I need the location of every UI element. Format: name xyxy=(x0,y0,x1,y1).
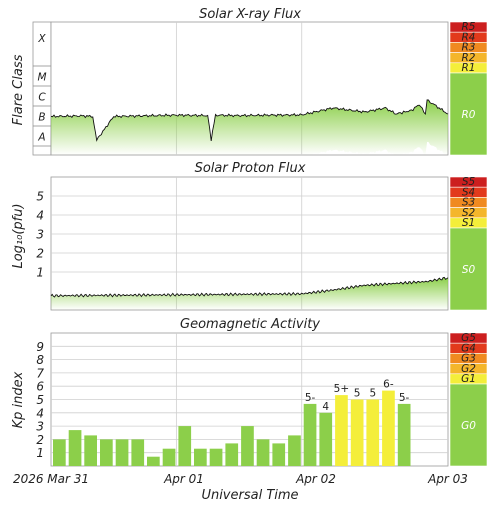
kp-ytick-6: 6 xyxy=(36,380,44,394)
kp-bar-label: 5+ xyxy=(334,383,349,395)
flare-class-a: A xyxy=(37,131,45,143)
kp-bar xyxy=(131,439,145,466)
proton-ytick-1: 1 xyxy=(36,266,44,280)
xray-ylabel: Flare Class xyxy=(11,54,26,125)
geomag-scale-g0 xyxy=(449,383,488,467)
kp-ytick-1: 1 xyxy=(36,446,44,460)
xray-scale-label-r3: R3 xyxy=(462,42,476,54)
flare-class-b: B xyxy=(38,111,45,123)
kp-bar xyxy=(162,448,176,466)
xray-flux-fill xyxy=(51,99,448,155)
kp-ytick-5: 5 xyxy=(36,393,44,407)
proton-ytick-3: 3 xyxy=(36,228,44,242)
kp-bar xyxy=(115,439,129,466)
geomag-ylabel: Kp index xyxy=(11,371,26,428)
xray-scale-label-r4: R4 xyxy=(462,31,476,43)
kp-bar-label: 5 xyxy=(354,388,361,400)
xray-scale-label-r2: R2 xyxy=(462,52,476,64)
geomag-scale-label-g5: G5 xyxy=(461,332,476,344)
kp-bar xyxy=(241,426,254,466)
kp-bar xyxy=(319,412,333,466)
kp-bar-label: 6- xyxy=(383,379,394,391)
x-axis-label: Universal Time xyxy=(201,488,298,503)
x-tick-apr02: Apr 02 xyxy=(295,472,336,486)
kp-bar xyxy=(256,439,270,466)
geomag-scale-label-g2: G2 xyxy=(461,363,476,375)
kp-bar-label: 5 xyxy=(369,388,376,400)
kp-ytick-4: 4 xyxy=(36,406,44,420)
kp-bar-label: 5- xyxy=(399,392,410,404)
kp-bar xyxy=(382,390,395,466)
x-tick-apr03: Apr 03 xyxy=(427,472,468,486)
kp-bar xyxy=(335,395,348,466)
kp-ytick-8: 8 xyxy=(36,353,44,367)
x-tick-mar31: 2026 Mar 31 xyxy=(13,472,89,486)
kp-ytick-3: 3 xyxy=(36,420,44,434)
flare-class-c: C xyxy=(38,91,46,103)
xray-scale-label-r0: R0 xyxy=(462,109,476,121)
proton-ytick-4: 4 xyxy=(36,209,44,223)
geomag-panel: Geomagnetic Activity Kp index 987654321 … xyxy=(11,317,488,467)
kp-bar xyxy=(397,403,411,466)
geomag-scale-label-g1: G1 xyxy=(461,373,476,385)
kp-bar xyxy=(303,403,317,466)
xray-scale-label-r1: R1 xyxy=(462,62,476,74)
kp-bar xyxy=(366,399,380,466)
proton-flux-fill xyxy=(51,277,448,310)
geomag-scale-label-g4: G4 xyxy=(461,342,476,354)
flare-class-x: X xyxy=(37,33,46,45)
xray-scale-label-r5: R5 xyxy=(462,21,476,33)
kp-bar xyxy=(68,430,82,466)
xray-scale-r0 xyxy=(449,72,488,156)
kp-bar xyxy=(194,448,207,466)
proton-scale-label-s3: S3 xyxy=(462,197,475,209)
kp-bar xyxy=(225,443,239,466)
geomag-scale-label-g0: G0 xyxy=(461,420,476,432)
geomag-title: Geomagnetic Activity xyxy=(180,317,320,332)
proton-scale-label-s1: S1 xyxy=(462,217,475,229)
kp-bar-label: 4 xyxy=(322,401,329,413)
xray-flux-trace xyxy=(50,99,449,142)
proton-scale-label-s0: S0 xyxy=(462,264,476,276)
proton-ytick-5: 5 xyxy=(36,190,44,204)
kp-bar xyxy=(100,439,113,466)
proton-flux-trace xyxy=(50,276,449,298)
kp-bar xyxy=(178,426,192,466)
kp-bar xyxy=(147,456,160,466)
proton-ytick-2: 2 xyxy=(36,247,44,261)
kp-ytick-2: 2 xyxy=(36,433,44,447)
geomag-scale-label-g3: G3 xyxy=(461,353,476,365)
kp-bar xyxy=(53,439,66,466)
kp-bar xyxy=(288,435,301,466)
kp-bar xyxy=(209,448,223,466)
proton-scale-s0 xyxy=(449,227,488,311)
kp-ytick-7: 7 xyxy=(36,366,44,380)
kp-bar xyxy=(84,435,97,466)
proton-scale-label-s5: S5 xyxy=(462,176,476,188)
kp-bar xyxy=(350,399,364,466)
proton-scale-label-s2: S2 xyxy=(462,207,476,219)
kp-ytick-9: 9 xyxy=(36,340,44,354)
xray-title: Solar X-ray Flux xyxy=(199,7,301,22)
proton-title: Solar Proton Flux xyxy=(195,161,306,176)
proton-ylabel: Log₁₀(pfu) xyxy=(11,203,26,268)
x-axis: 2026 Mar 31 Apr 01 Apr 02 Apr 03 Univers… xyxy=(13,472,468,503)
x-tick-apr01: Apr 01 xyxy=(163,472,204,486)
flare-class-m: M xyxy=(37,71,46,83)
proton-scale-label-s4: S4 xyxy=(462,186,475,198)
kp-bar xyxy=(272,443,286,466)
kp-bar-label: 5- xyxy=(305,392,316,404)
